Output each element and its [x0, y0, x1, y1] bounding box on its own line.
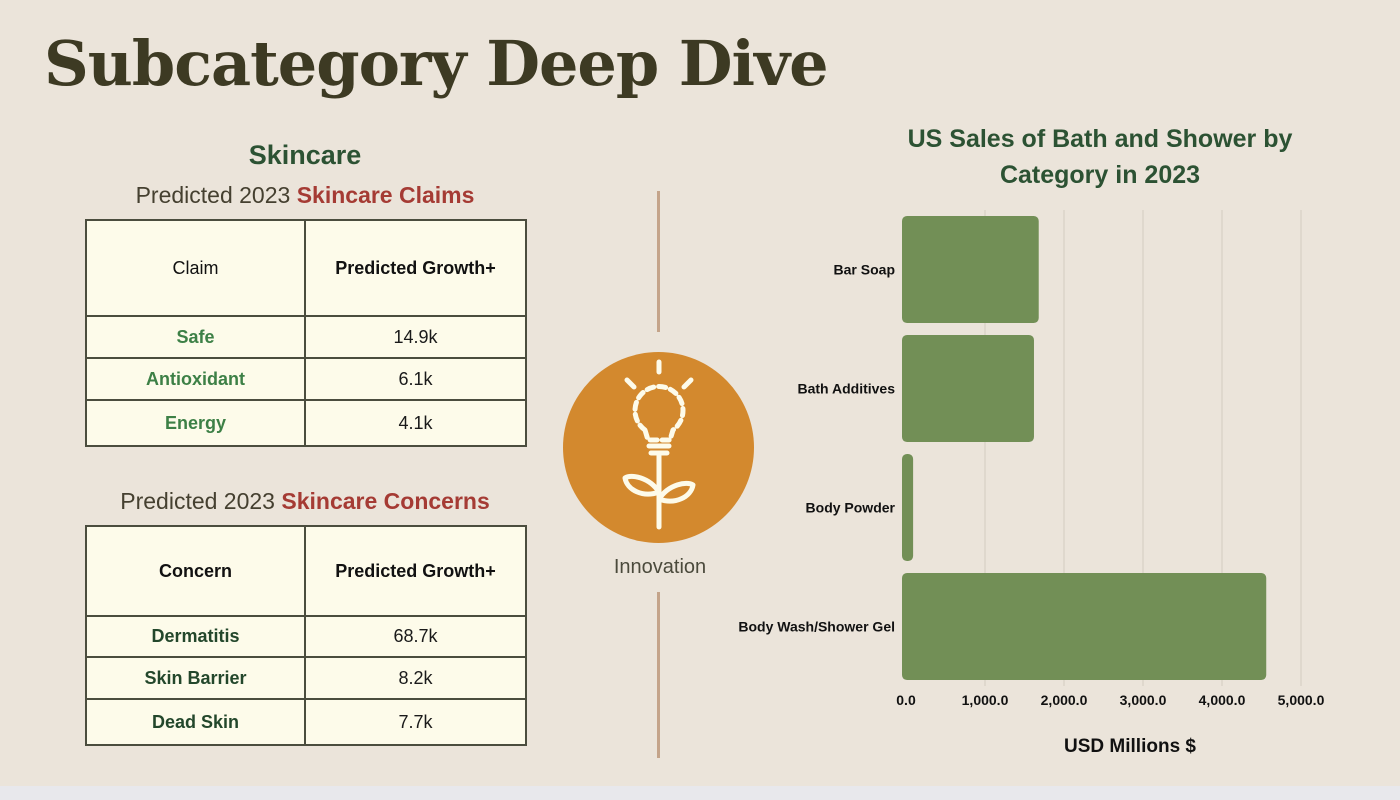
concern-name: Dermatitis [85, 615, 306, 658]
bar [902, 215, 1039, 324]
tick-label: 1,000.0 [962, 692, 1009, 708]
bar [902, 334, 1034, 443]
claims-table: Claim Predicted Growth+ Safe 14.9k Antio… [85, 219, 527, 447]
innovation-badge [563, 352, 754, 543]
concerns-caption: Predicted 2023 Skincare Concerns [85, 488, 525, 515]
concern-name: Dead Skin [85, 698, 306, 746]
category-label: Bath Additives [798, 381, 896, 397]
claim-growth: 6.1k [304, 357, 527, 401]
table-row: Dermatitis 68.7k [85, 615, 527, 658]
concerns-caption-prefix: Predicted 2023 [120, 488, 275, 514]
concern-growth: 7.7k [304, 698, 527, 746]
claims-caption: Predicted 2023 Skincare Claims [85, 182, 525, 209]
concern-growth: 68.7k [304, 615, 527, 658]
claims-header-claim: Claim [85, 219, 306, 317]
tick-label: 5,000.0 [1278, 692, 1325, 708]
tick-label: 4,000.0 [1199, 692, 1246, 708]
table-row: Skin Barrier 8.2k [85, 656, 527, 700]
category-label: Body Powder [806, 500, 896, 516]
claim-name: Energy [85, 399, 306, 447]
claims-caption-highlight: Skincare Claims [296, 182, 475, 208]
claims-header-growth: Predicted Growth+ [304, 219, 527, 317]
concerns-header-concern: Concern [85, 525, 306, 617]
divider-top [657, 191, 660, 332]
tick-label: 3,000.0 [1120, 692, 1167, 708]
innovation-label: Innovation [613, 556, 707, 578]
divider-bottom [657, 592, 660, 758]
claim-growth: 4.1k [304, 399, 527, 447]
page-title: Subcategory Deep Dive [44, 27, 829, 100]
concerns-header-row: Concern Predicted Growth+ [85, 525, 527, 617]
table-row: Energy 4.1k [85, 399, 527, 447]
concern-growth: 8.2k [304, 656, 527, 700]
bar [902, 572, 1267, 681]
table-row: Safe 14.9k [85, 315, 527, 359]
claim-name: Antioxidant [85, 357, 306, 401]
category-label: Bar Soap [834, 262, 895, 278]
concerns-table: Concern Predicted Growth+ Dermatitis 68.… [85, 525, 527, 746]
chart-title: US Sales of Bath and Shower by Category … [907, 125, 1293, 189]
claim-name: Safe [85, 315, 306, 359]
bar [902, 453, 914, 562]
table-row: Dead Skin 7.7k [85, 698, 527, 746]
category-label: Body Wash/Shower Gel [738, 619, 895, 635]
claims-header-row: Claim Predicted Growth+ [85, 219, 527, 317]
x-axis-label: USD Millions $ [1064, 736, 1196, 757]
concern-name: Skin Barrier [85, 656, 306, 700]
concerns-header-growth: Predicted Growth+ [304, 525, 527, 617]
tick-label: 2,000.0 [1041, 692, 1088, 708]
tick-label: 0.0 [896, 692, 916, 708]
concerns-caption-highlight: Skincare Concerns [281, 488, 490, 514]
claims-caption-prefix: Predicted 2023 [135, 182, 291, 208]
lightbulb-flower-icon [622, 359, 696, 530]
claim-growth: 14.9k [304, 315, 527, 359]
section-title-skincare: Skincare [248, 140, 362, 170]
table-row: Antioxidant 6.1k [85, 357, 527, 401]
bottom-strip [0, 786, 1400, 800]
